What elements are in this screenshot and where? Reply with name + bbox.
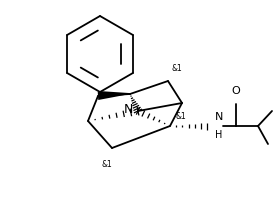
Text: &1: &1 bbox=[175, 112, 186, 121]
Text: H: H bbox=[215, 130, 222, 140]
Text: &1: &1 bbox=[102, 160, 112, 169]
Text: &1: &1 bbox=[172, 64, 183, 73]
Text: N: N bbox=[123, 103, 133, 116]
Text: N: N bbox=[215, 112, 223, 122]
Text: O: O bbox=[232, 86, 240, 96]
Polygon shape bbox=[98, 92, 130, 100]
